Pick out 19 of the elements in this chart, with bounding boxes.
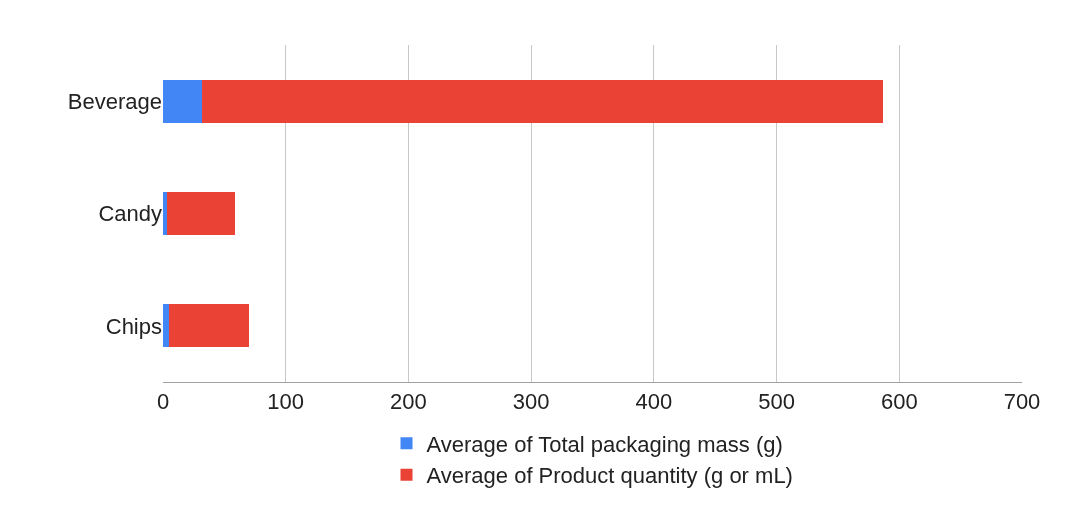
- bar: [163, 304, 170, 348]
- x-tick-label: 600: [880, 389, 918, 415]
- x-tick-label: 100: [267, 389, 305, 415]
- legend-label: Average of Total packaging mass (g): [426, 431, 783, 457]
- bar: [163, 192, 167, 235]
- legend-label: Average of Product quantity (g or mL): [426, 463, 793, 489]
- bar: [163, 79, 203, 123]
- x-tick-label: 0: [156, 389, 170, 415]
- x-tick-label: 200: [390, 389, 427, 415]
- y-tick-label: Candy: [98, 201, 162, 227]
- x-tick-label: 700: [1003, 389, 1041, 415]
- x-tick-label: 400: [635, 389, 673, 415]
- bar: [202, 79, 884, 123]
- y-tick-label: Beverage: [67, 88, 162, 114]
- x-tick-label: 300: [512, 389, 550, 415]
- y-tick-label: Chips: [105, 313, 162, 339]
- x-tick-label: 500: [758, 389, 795, 415]
- bar: [169, 304, 249, 348]
- bar: [166, 192, 236, 235]
